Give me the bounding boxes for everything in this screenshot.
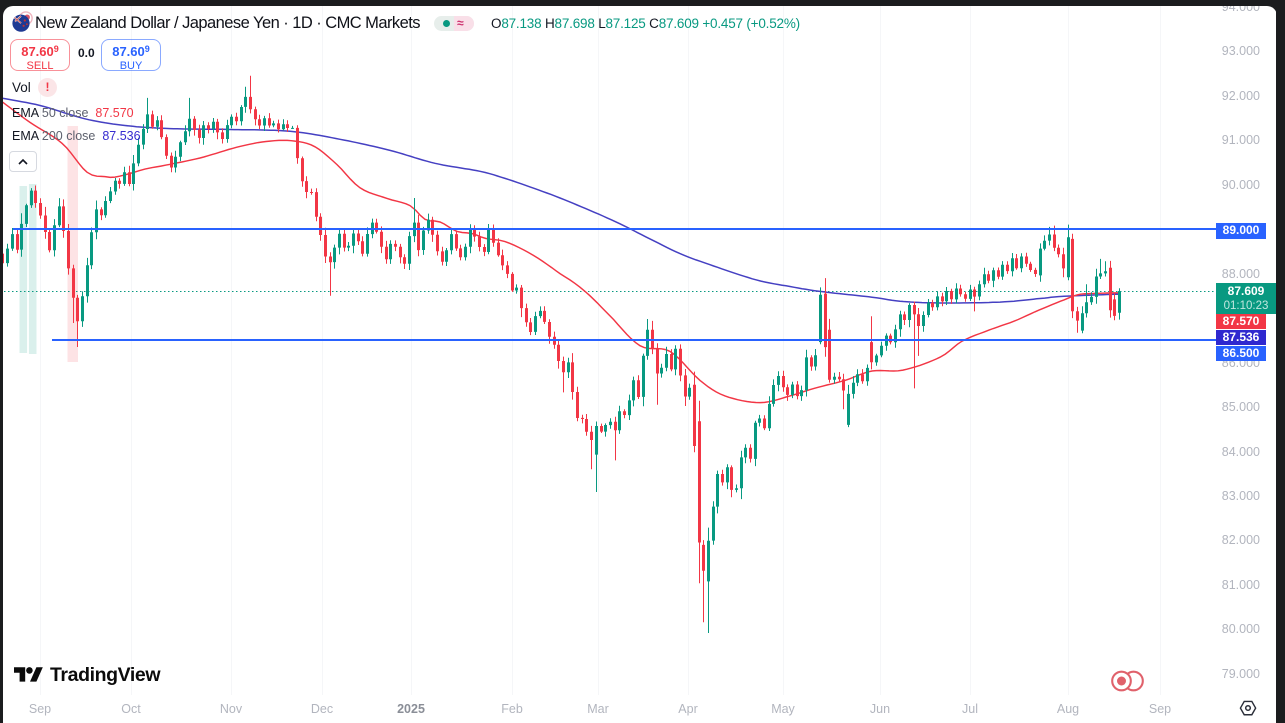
svg-text:TradingView: TradingView bbox=[50, 664, 161, 686]
